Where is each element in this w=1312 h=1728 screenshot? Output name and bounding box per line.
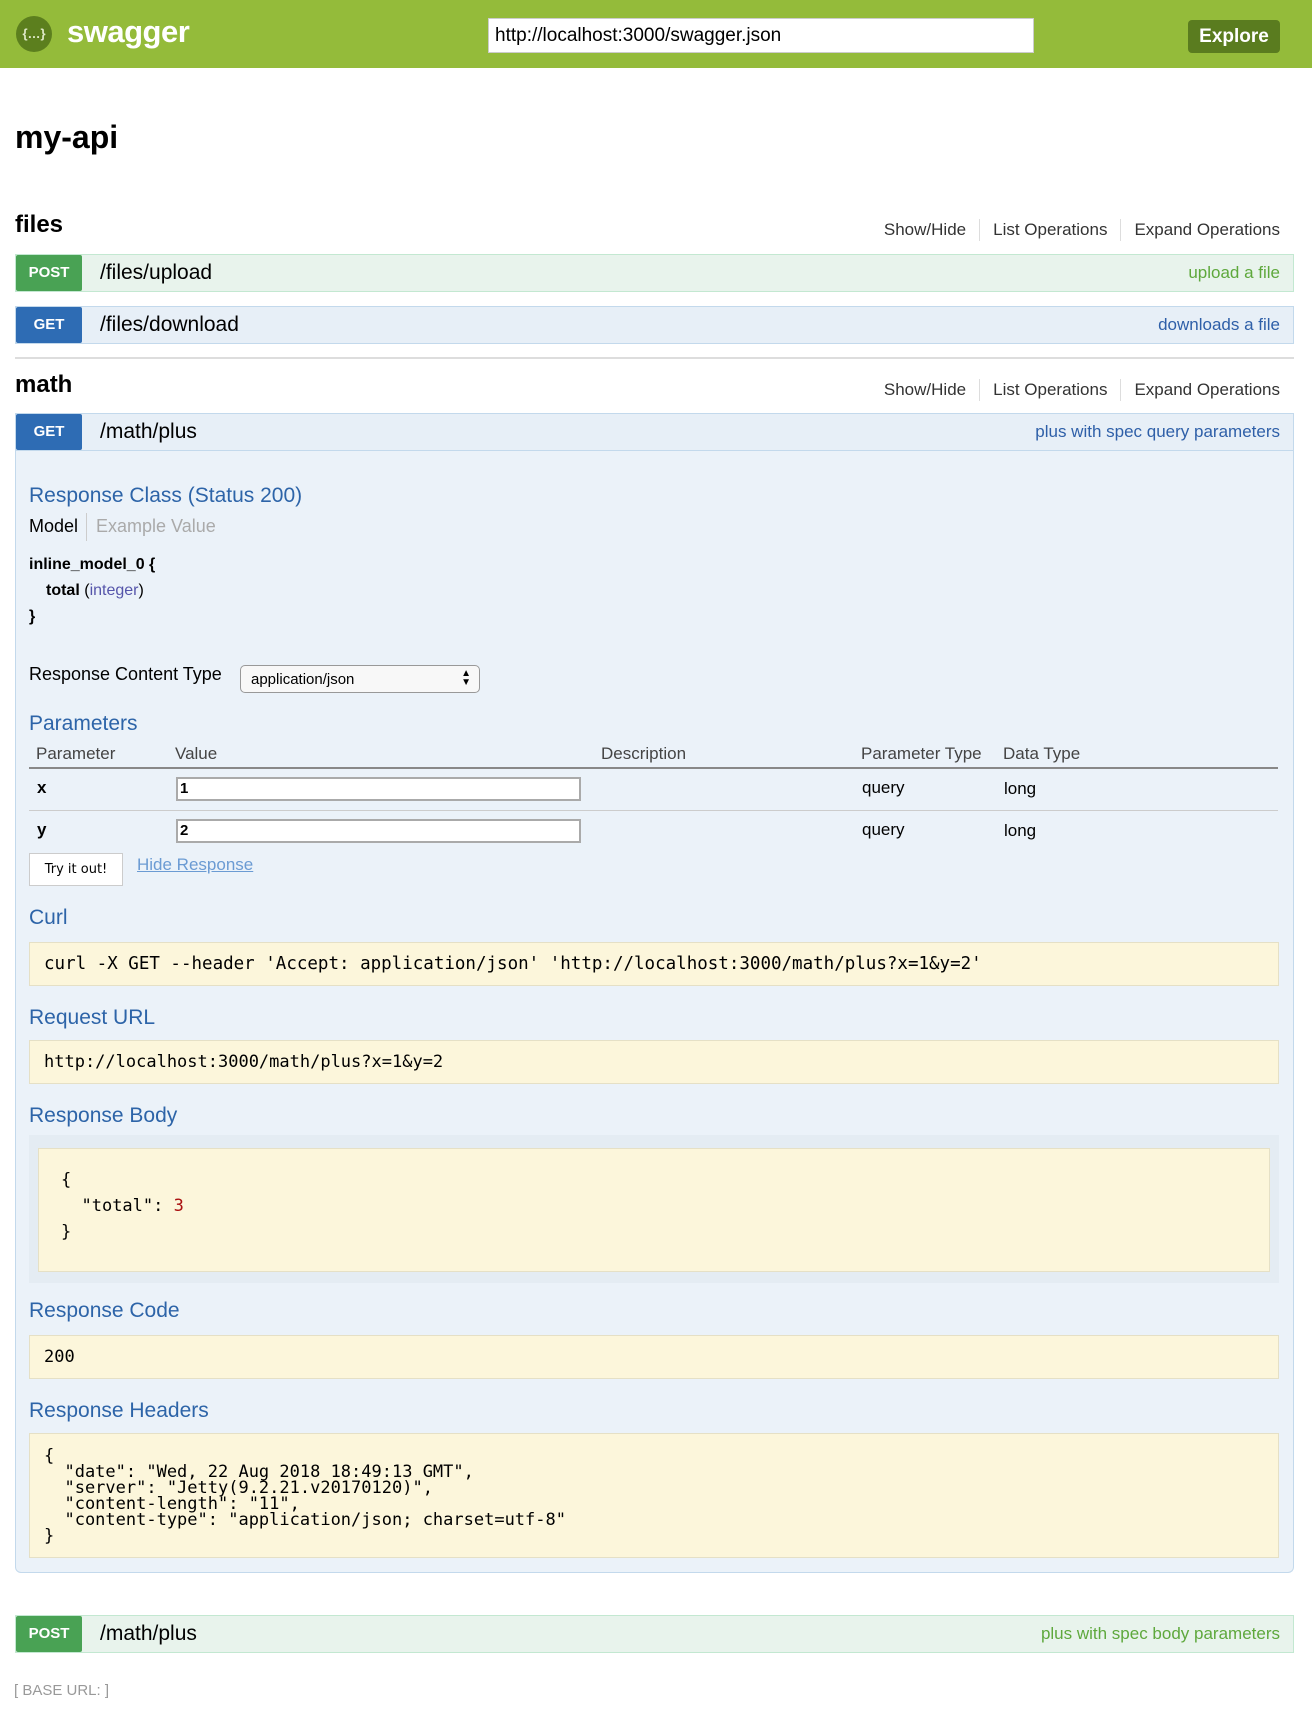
- logo-text: swagger: [67, 14, 190, 49]
- data-type: long: [1004, 779, 1037, 798]
- col-description: Description: [601, 744, 687, 763]
- col-parameter: Parameter: [36, 744, 116, 763]
- api-title: my-api: [15, 119, 119, 155]
- param-x-input[interactable]: 1: [176, 777, 581, 801]
- base-url: [ BASE URL: ]: [14, 1682, 110, 1699]
- param-type: query: [862, 778, 905, 797]
- content-type-label: Response Content Type: [29, 664, 222, 684]
- operation-path[interactable]: /files/upload: [100, 261, 213, 284]
- method-badge[interactable]: POST: [16, 1616, 82, 1652]
- swagger-logo-icon: {…}: [16, 16, 52, 52]
- data-type: long: [1004, 821, 1037, 840]
- operation-get-files-download[interactable]: GET /files/download downloads a file: [15, 306, 1294, 344]
- content-type-value: application/json: [251, 671, 355, 688]
- curl-title: Curl: [29, 906, 68, 929]
- body-value: 3: [173, 1196, 184, 1216]
- operation-path[interactable]: /files/download: [100, 313, 239, 336]
- tab-separator: [86, 513, 87, 541]
- param-type: query: [862, 820, 905, 839]
- list-operations-link[interactable]: List Operations: [979, 379, 1120, 401]
- table-header-line: [29, 767, 1278, 769]
- operation-get-math-plus[interactable]: GET /math/plus plus with spec query para…: [15, 413, 1294, 451]
- operation-path[interactable]: /math/plus: [100, 420, 197, 443]
- spec-url-input[interactable]: [488, 18, 1034, 53]
- request-url: http://localhost:3000/math/plus?x=1&y=2: [29, 1040, 1279, 1084]
- field-name: total: [46, 582, 80, 599]
- top-bar: {…} swagger Explore: [0, 0, 1312, 68]
- response-code-title: Response Code: [29, 1299, 180, 1322]
- try-it-out-button[interactable]: Try it out!: [29, 853, 123, 886]
- operation-path[interactable]: /math/plus: [100, 1622, 197, 1645]
- request-url-title: Request URL: [29, 1006, 156, 1029]
- body-key: "total":: [81, 1196, 174, 1216]
- operation-summary[interactable]: upload a file: [1188, 263, 1280, 282]
- example-value-tab[interactable]: Example Value: [96, 516, 216, 536]
- section-title-files[interactable]: files: [15, 211, 64, 238]
- parameters-title: Parameters: [29, 712, 138, 735]
- operation-summary[interactable]: downloads a file: [1158, 315, 1280, 334]
- operation-post-files-upload[interactable]: POST /files/upload upload a file: [15, 254, 1294, 292]
- expand-operations-link[interactable]: Expand Operations: [1120, 379, 1280, 401]
- operation-summary[interactable]: plus with spec query parameters: [1035, 422, 1280, 441]
- response-body-title: Response Body: [29, 1104, 178, 1127]
- param-name-y: y: [37, 820, 47, 839]
- response-body: { "total": 3 }: [38, 1148, 1270, 1272]
- show-hide-link[interactable]: Show/Hide: [883, 220, 967, 239]
- row-divider: [29, 810, 1278, 811]
- section-divider: [15, 357, 1294, 359]
- operation-summary[interactable]: plus with spec body parameters: [1040, 1624, 1280, 1643]
- explore-button[interactable]: Explore: [1188, 20, 1280, 53]
- field-type: integer: [89, 582, 139, 599]
- model-open: inline_model_0 {: [29, 556, 156, 573]
- body-open: {: [61, 1170, 72, 1190]
- content-type-select[interactable]: application/json ▲ ▼: [240, 665, 480, 693]
- expand-operations-link[interactable]: Expand Operations: [1120, 219, 1280, 241]
- body-close: }: [61, 1222, 72, 1242]
- list-operations-link[interactable]: List Operations: [979, 219, 1120, 241]
- hide-response-link[interactable]: Hide Response: [137, 855, 254, 874]
- operation-post-math-plus[interactable]: POST /math/plus plus with spec body para…: [15, 1615, 1294, 1653]
- response-class-title: Response Class (Status 200): [29, 484, 303, 507]
- col-data-type: Data Type: [1003, 744, 1081, 763]
- section-title-math[interactable]: math: [15, 371, 73, 398]
- response-code: 200: [29, 1335, 1279, 1379]
- math-ops-links: Show/Hide List Operations Expand Operati…: [871, 379, 1280, 401]
- col-parameter-type: Parameter Type: [861, 744, 982, 763]
- method-badge[interactable]: GET: [16, 414, 82, 450]
- curl-command: curl -X GET --header 'Accept: applicatio…: [29, 942, 1279, 986]
- param-name-x: x: [37, 778, 47, 797]
- select-arrows-icon: ▲ ▼: [461, 668, 471, 688]
- files-ops-links: Show/Hide List Operations Expand Operati…: [871, 219, 1280, 241]
- col-value: Value: [175, 744, 218, 763]
- response-headers: { "date": "Wed, 22 Aug 2018 18:49:13 GMT…: [29, 1433, 1279, 1558]
- model-field-row: total (integer): [46, 582, 144, 599]
- method-badge[interactable]: GET: [16, 307, 82, 343]
- show-hide-link[interactable]: Show/Hide: [883, 380, 967, 399]
- model-close: }: [29, 608, 36, 625]
- response-headers-title: Response Headers: [29, 1399, 209, 1422]
- method-badge[interactable]: POST: [16, 255, 82, 291]
- model-tab[interactable]: Model: [29, 516, 79, 536]
- param-y-input[interactable]: 2: [176, 819, 581, 843]
- operation-detail-panel: [15, 451, 1294, 1573]
